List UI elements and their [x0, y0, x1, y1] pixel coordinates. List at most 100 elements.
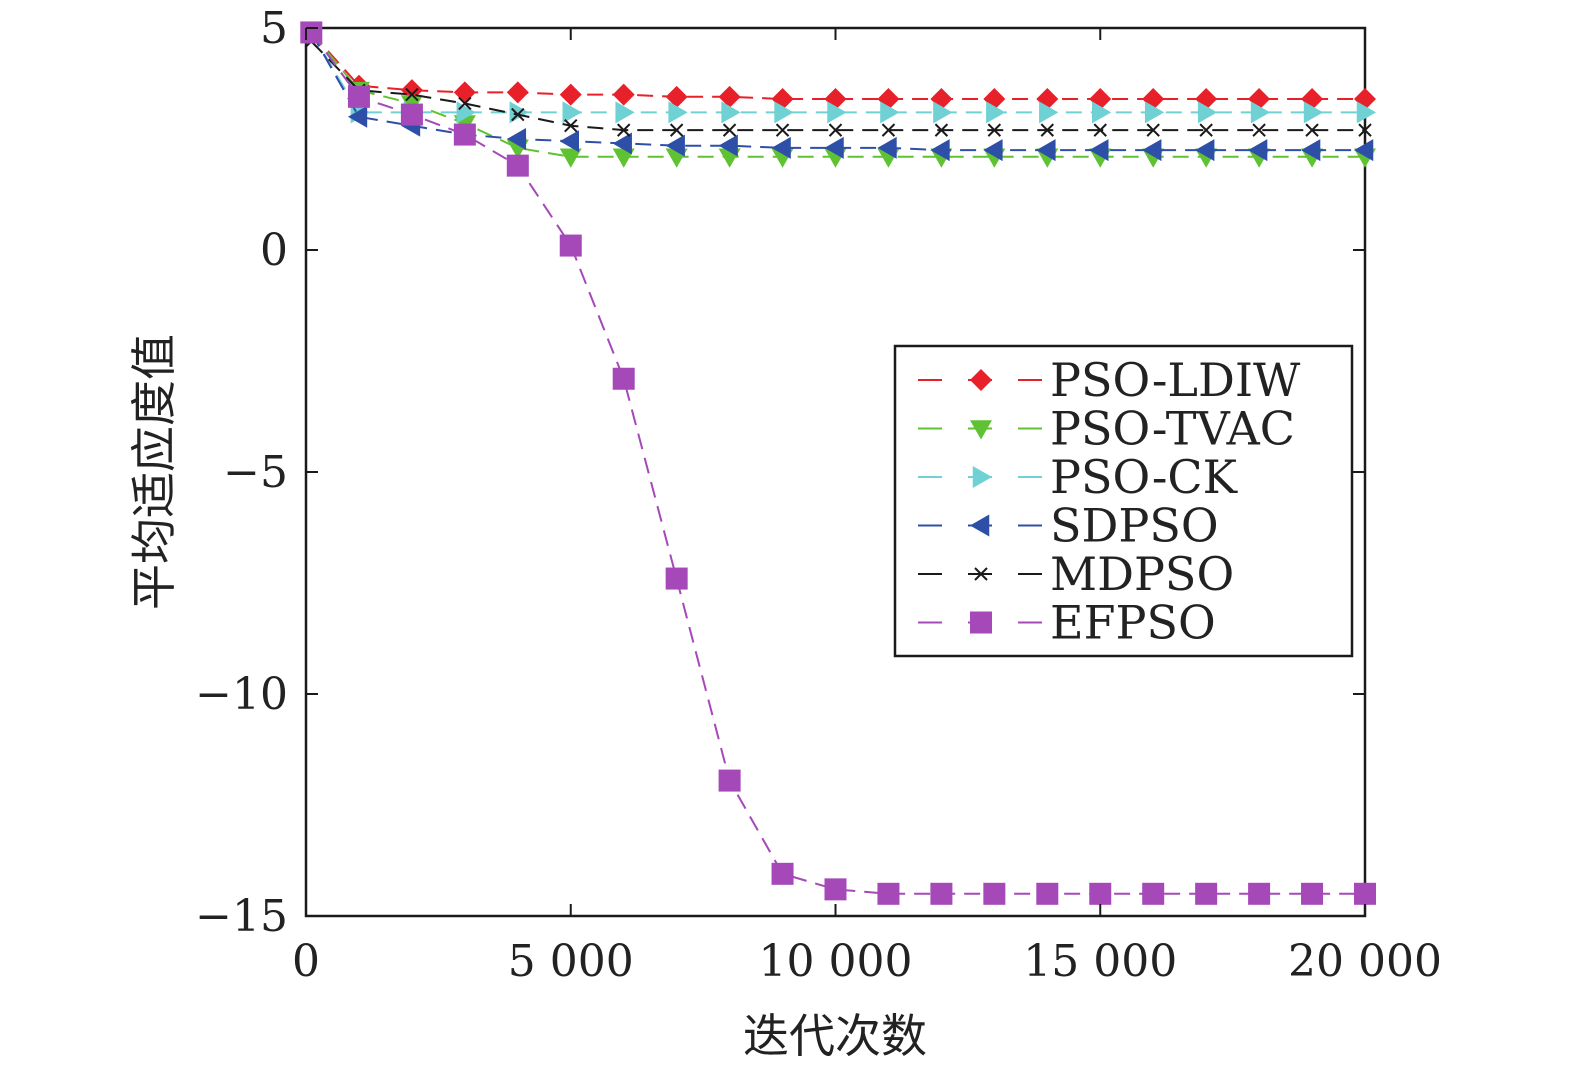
data-point-sdpso — [983, 139, 1003, 162]
data-point-efpso — [877, 882, 900, 905]
data-point-sdpso — [1354, 139, 1374, 162]
data-point-mdpso — [881, 123, 896, 137]
data-point-pso-ck — [1197, 101, 1218, 124]
data-point-efpso — [1354, 882, 1376, 905]
data-point-mdpso — [458, 96, 472, 111]
series-line-efpso — [310, 31, 1365, 895]
data-point-mdpso — [1093, 123, 1107, 137]
data-point-sdpso — [506, 128, 527, 150]
series-efpso — [300, 21, 1376, 905]
data-point-efpso — [824, 878, 847, 901]
series-pso-ck — [303, 21, 1376, 124]
data-point-mdpso — [828, 123, 843, 137]
x-tick-label: 20 000 — [1288, 936, 1442, 987]
data-point-sdpso — [1248, 139, 1268, 162]
ticks-layer: 0 5 000 10 000 15 000 20 000 5 0 −5 −10 −15 — [195, 3, 1442, 987]
data-point-pso-ldiw — [453, 81, 476, 104]
data-point-sdpso — [347, 105, 368, 128]
legend-marker-pso-tvac — [970, 420, 992, 440]
data-point-mdpso — [1305, 123, 1319, 137]
legend-item-pso-tvac: PSO-TVAC — [918, 402, 1295, 456]
x-tick-label: 0 — [292, 936, 320, 987]
legend-label: PSO-LDIW — [1050, 353, 1301, 407]
data-point-pso-ck — [827, 101, 847, 124]
legend-label: MDPSO — [1050, 547, 1234, 601]
data-point-mdpso — [987, 123, 1002, 137]
data-point-sdpso — [930, 139, 950, 162]
x-axis-title: 迭代次数 — [743, 1009, 927, 1063]
y-axis-title: 平均适应度值 — [127, 334, 181, 610]
series-line-pso-ldiw — [310, 31, 1365, 100]
data-point-sdpso — [1036, 139, 1056, 162]
data-point-efpso — [1301, 882, 1324, 905]
data-point-efpso — [453, 123, 476, 146]
data-point-sdpso — [1142, 139, 1162, 162]
data-point-efpso — [300, 21, 323, 44]
data-point-efpso — [400, 103, 423, 126]
data-point-mdpso — [1252, 123, 1266, 137]
data-point-sdpso — [1195, 139, 1215, 162]
data-point-sdpso — [1089, 139, 1109, 162]
data-point-efpso — [1142, 882, 1165, 905]
data-point-pso-ck — [933, 101, 953, 124]
data-point-pso-ck — [986, 101, 1006, 124]
legend-marker-efpso — [970, 611, 992, 634]
data-point-sdpso — [718, 134, 738, 157]
data-point-efpso — [1089, 882, 1112, 905]
data-point-pso-ldiw — [718, 85, 741, 108]
data-point-pso-tvac — [612, 148, 635, 168]
data-point-efpso — [612, 367, 635, 390]
data-point-pso-ck — [615, 101, 635, 124]
y-tick-label: 0 — [260, 225, 288, 276]
x-tick-label: 10 000 — [759, 936, 913, 987]
data-point-mdpso — [564, 118, 578, 133]
data-point-mdpso — [1358, 123, 1372, 137]
data-point-efpso — [1195, 882, 1218, 905]
data-point-mdpso — [616, 123, 631, 137]
legend-label: PSO-CK — [1050, 450, 1239, 504]
data-point-pso-ck — [1144, 101, 1165, 124]
legend-marker-pso-ldiw — [970, 369, 992, 391]
y-tick-label: −10 — [195, 669, 288, 720]
data-point-sdpso — [665, 134, 685, 157]
data-point-sdpso — [1301, 139, 1321, 162]
data-point-mdpso — [775, 123, 790, 137]
data-point-pso-ck — [721, 101, 741, 124]
data-point-pso-ck — [1250, 101, 1271, 124]
data-point-pso-ldiw — [559, 83, 582, 106]
data-point-efpso — [930, 882, 953, 905]
data-point-efpso — [718, 769, 741, 792]
data-point-mdpso — [1146, 123, 1160, 137]
legend-marker-mdpso — [974, 567, 988, 581]
data-point-pso-ldiw — [665, 85, 688, 108]
legend-marker-pso-ck — [972, 466, 992, 488]
legend-item-pso-ck: PSO-CK — [918, 450, 1239, 504]
series-pso-ldiw — [300, 21, 1376, 111]
data-point-efpso — [347, 85, 370, 108]
data-point-pso-ldiw — [612, 83, 635, 106]
data-point-pso-ck — [1092, 101, 1112, 124]
y-tick-label: −15 — [195, 891, 288, 942]
data-point-pso-ck — [1303, 101, 1324, 124]
data-point-pso-ck — [1039, 101, 1059, 124]
data-point-pso-tvac — [559, 148, 582, 168]
data-point-pso-ck — [562, 101, 582, 124]
data-point-mdpso — [511, 107, 525, 122]
series-line-mdpso — [310, 40, 1365, 132]
data-point-efpso — [771, 862, 794, 885]
data-point-mdpso — [934, 123, 949, 137]
legend-item-pso-ldiw: PSO-LDIW — [918, 353, 1301, 407]
data-point-mdpso — [669, 123, 684, 137]
legend-label: EFPSO — [1050, 596, 1216, 650]
legend-marker-sdpso — [970, 514, 990, 537]
y-tick-label: −5 — [223, 447, 288, 498]
data-point-sdpso — [559, 130, 579, 153]
legend-item-mdpso: MDPSO — [918, 547, 1234, 601]
data-point-efpso — [559, 234, 582, 257]
legend-item-sdpso: SDPSO — [918, 499, 1219, 553]
data-point-sdpso — [771, 136, 791, 159]
data-point-pso-ck — [1356, 101, 1376, 124]
series-layer — [300, 21, 1376, 905]
